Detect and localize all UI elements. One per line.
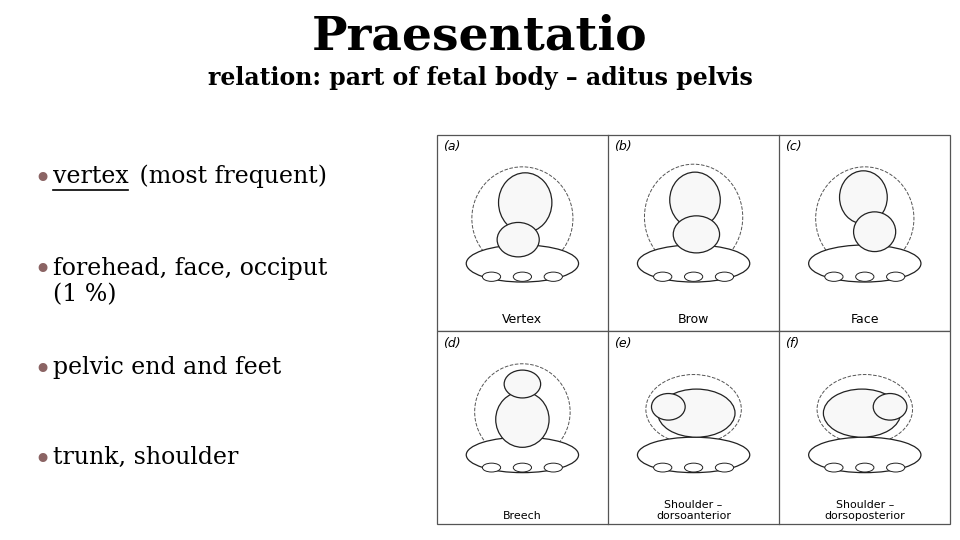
Ellipse shape (840, 171, 887, 224)
Ellipse shape (825, 463, 843, 472)
Text: •: • (34, 446, 52, 475)
Text: Face: Face (851, 313, 879, 326)
Ellipse shape (684, 272, 703, 281)
Text: (b): (b) (613, 140, 632, 153)
Ellipse shape (482, 463, 501, 472)
Ellipse shape (808, 437, 921, 472)
Ellipse shape (514, 463, 532, 472)
Text: Vertex: Vertex (502, 313, 542, 326)
Text: •: • (34, 256, 52, 286)
Text: forehead, face, occiput
(1 %): forehead, face, occiput (1 %) (53, 256, 327, 306)
Ellipse shape (652, 394, 685, 420)
Text: Breech: Breech (503, 511, 541, 521)
Text: relation: part of fetal body – aditus pelvis: relation: part of fetal body – aditus pe… (207, 66, 753, 90)
Ellipse shape (855, 463, 874, 472)
Ellipse shape (825, 272, 843, 281)
Text: pelvic end and feet: pelvic end and feet (53, 356, 281, 380)
Ellipse shape (855, 272, 874, 281)
Bar (437, 332, 950, 524)
Text: trunk, shoulder: trunk, shoulder (53, 446, 238, 469)
Text: (e): (e) (613, 337, 632, 350)
Ellipse shape (715, 272, 733, 281)
Ellipse shape (715, 463, 733, 472)
Ellipse shape (808, 245, 921, 282)
Ellipse shape (853, 212, 896, 252)
Ellipse shape (514, 272, 532, 281)
Text: (d): (d) (443, 337, 460, 350)
Text: Brow: Brow (678, 313, 709, 326)
Text: (most frequent): (most frequent) (132, 165, 327, 188)
Text: •: • (34, 356, 52, 386)
Bar (437, 135, 950, 332)
Ellipse shape (886, 272, 905, 281)
Ellipse shape (498, 173, 552, 232)
Ellipse shape (874, 394, 907, 420)
Ellipse shape (886, 463, 905, 472)
Ellipse shape (467, 437, 579, 472)
Ellipse shape (673, 216, 720, 253)
Ellipse shape (504, 370, 540, 398)
Ellipse shape (482, 272, 501, 281)
Text: •: • (34, 165, 52, 194)
Ellipse shape (684, 463, 703, 472)
Ellipse shape (637, 245, 750, 282)
Text: (c): (c) (785, 140, 802, 153)
Ellipse shape (654, 463, 672, 472)
Text: vertex: vertex (53, 165, 129, 188)
Ellipse shape (497, 222, 540, 257)
Ellipse shape (824, 389, 900, 437)
Text: Shoulder –
dorsoanterior: Shoulder – dorsoanterior (656, 500, 732, 521)
Text: (a): (a) (443, 140, 460, 153)
Text: Praesentatio: Praesentatio (312, 14, 648, 59)
Ellipse shape (670, 172, 720, 228)
Ellipse shape (658, 389, 735, 437)
Ellipse shape (654, 272, 672, 281)
Ellipse shape (544, 463, 563, 472)
Ellipse shape (544, 272, 563, 281)
Text: Shoulder –
dorsoposterior: Shoulder – dorsoposterior (825, 500, 905, 521)
Ellipse shape (637, 437, 750, 472)
Text: (f): (f) (785, 337, 799, 350)
Ellipse shape (467, 245, 579, 282)
Ellipse shape (495, 392, 549, 447)
